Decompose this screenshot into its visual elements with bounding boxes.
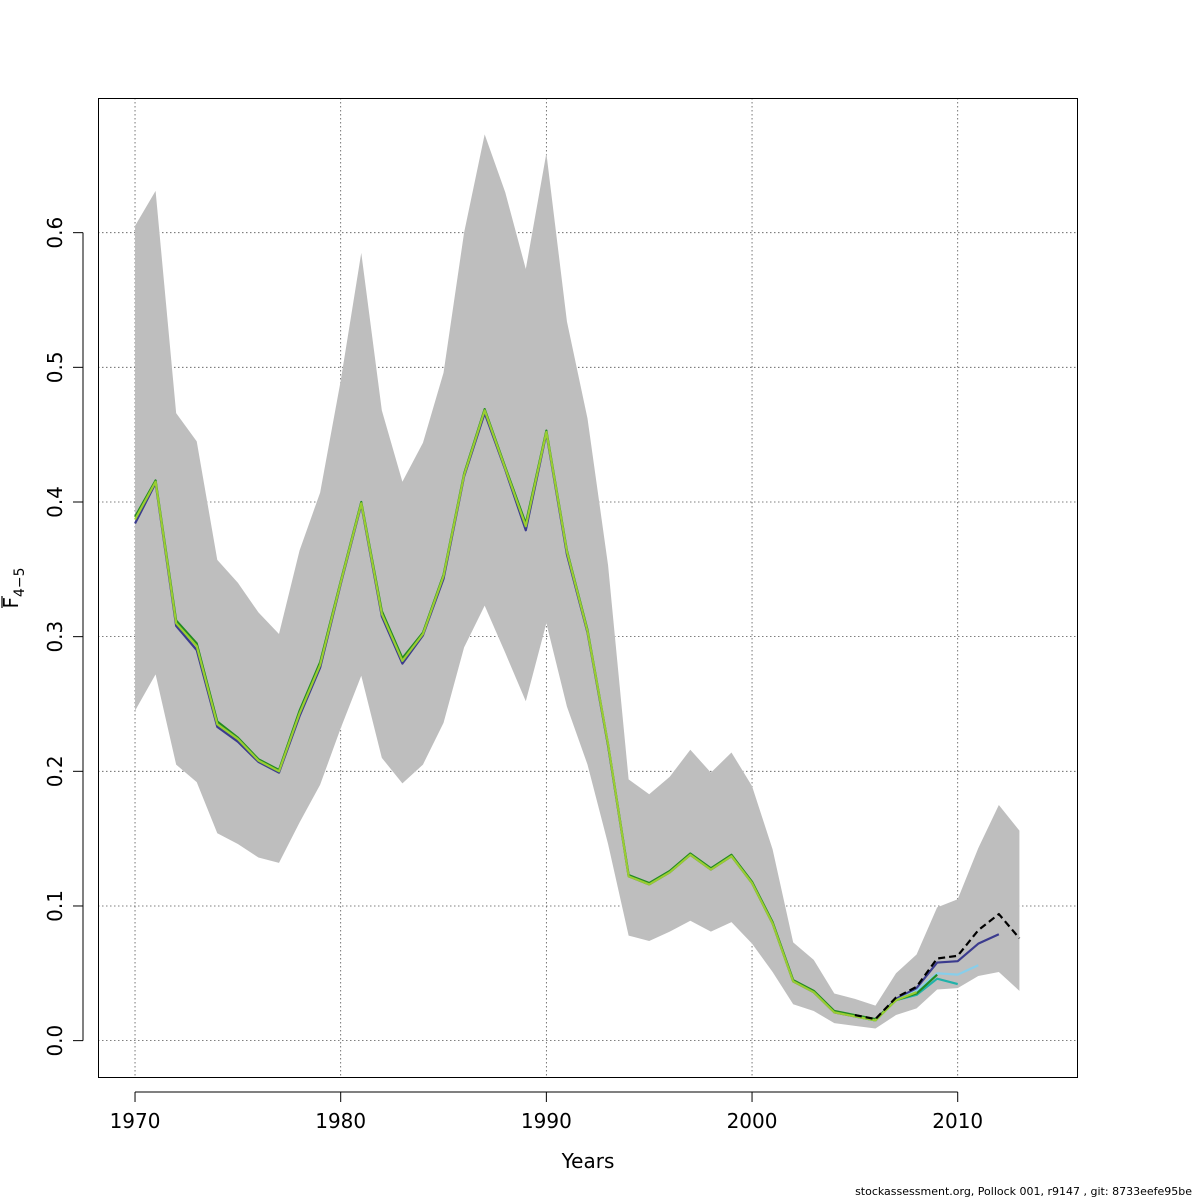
series-line-6 xyxy=(854,912,1021,1021)
y-tick-label-0: 0.0 xyxy=(43,1025,67,1057)
x-tick-label-1980: 1980 xyxy=(315,1109,366,1133)
series-line-5 xyxy=(134,409,917,1022)
svg-text:F4−5: F4−5 xyxy=(0,567,28,608)
y-tick-label-6: 0.6 xyxy=(43,217,67,249)
axis-layer: 1970 1980 1990 2000 2010 0.0 0.1 0.2 0.3 0.4 0.5 0.… xyxy=(43,217,983,1133)
y-axis-title: F4−5 xyxy=(0,567,28,608)
y-tick-label-1: 0.1 xyxy=(43,890,67,922)
x-tick-label-2000: 2000 xyxy=(727,1109,778,1133)
y-axis-title-subscript: 4−5 xyxy=(12,567,28,597)
x-tick-label-2010: 2010 xyxy=(932,1109,983,1133)
confidence-band-layer xyxy=(135,134,1020,1029)
y-tick-label-3: 0.3 xyxy=(43,621,67,653)
y-tick-label-2: 0.2 xyxy=(43,755,67,787)
y-tick-label-5: 0.5 xyxy=(43,351,67,383)
footer-credit: stockassessment.org, Pollock 001, r9147 … xyxy=(855,1185,1192,1198)
x-axis-title: Years xyxy=(561,1149,615,1173)
confidence-band xyxy=(135,134,1020,1029)
y-tick-label-4: 0.4 xyxy=(43,486,67,518)
y-axis-title-main: F xyxy=(0,597,23,609)
series-layer xyxy=(134,407,1021,1022)
x-tick-label-1990: 1990 xyxy=(521,1109,572,1133)
plot-frame xyxy=(98,98,1078,1078)
x-tick-label-1970: 1970 xyxy=(110,1109,161,1133)
